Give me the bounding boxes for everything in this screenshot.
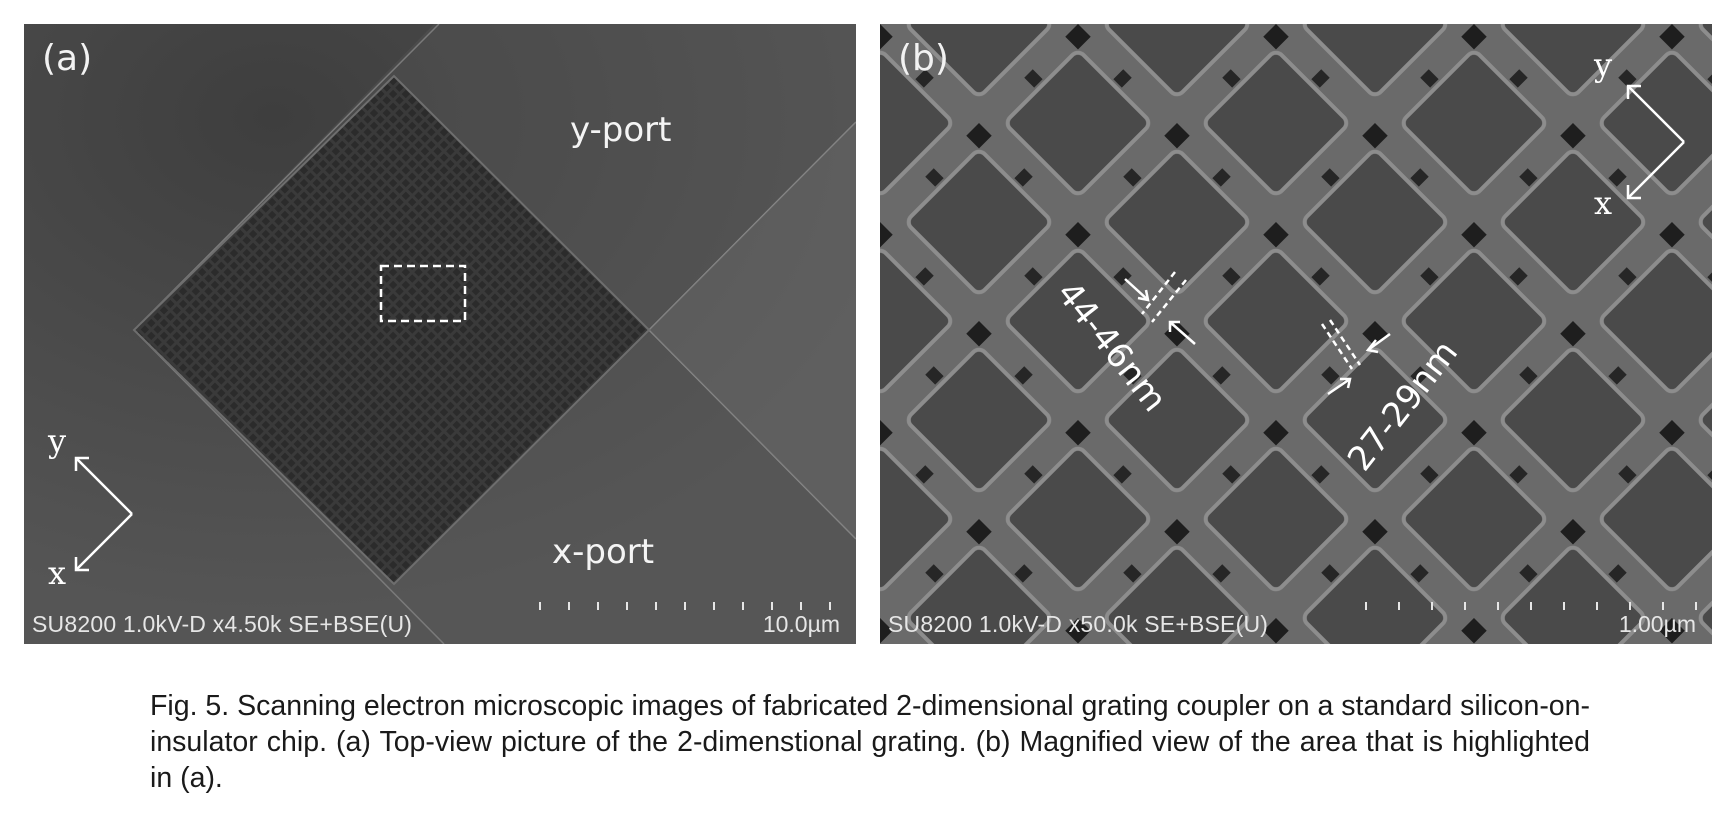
highlight-box [379,264,467,323]
scale-value-a: 10.0µm [762,611,840,637]
scale-value-b: 1.00µm [1618,611,1696,637]
axis-y-label-b: y [1594,46,1613,84]
scale-bar-b [1365,602,1697,610]
y-port-label: y-port [570,110,672,150]
sem-info-a: SU8200 1.0kV-D x4.50k SE+BSE(U) [32,611,413,637]
sem-panel-b: (b) 44-46nm 27-29nm y x SU8200 1.0kV-D x… [880,24,1712,644]
grating-top-view-image [24,24,856,644]
sem-panel-a: (a) y-port x-port y x SU8200 1.0kV-D x4.… [24,24,856,644]
x-port-label: x-port [552,532,655,572]
axis-arrows-b [1626,84,1685,200]
axis-arrows-a [74,456,133,572]
sem-footer-b: SU8200 1.0kV-D x50.0k SE+BSE(U) 1.00µm [880,602,1712,644]
axis-x-label-a: x [48,554,67,592]
panel-label-a: (a) [42,38,93,79]
measurement-markers [1124,271,1391,396]
axis-y-label-a: y [48,422,67,460]
scale-bar-a [539,602,831,610]
panel-label-b: (b) [898,38,949,79]
axis-x-label-b: x [1594,184,1613,222]
sem-footer-a: SU8200 1.0kV-D x4.50k SE+BSE(U) 10.0µm [24,602,856,644]
figure-caption: Fig. 5. Scanning electron microscopic im… [150,690,1591,794]
sem-info-b: SU8200 1.0kV-D x50.0k SE+BSE(U) [888,611,1269,637]
grating-magnified-image [880,24,1712,644]
